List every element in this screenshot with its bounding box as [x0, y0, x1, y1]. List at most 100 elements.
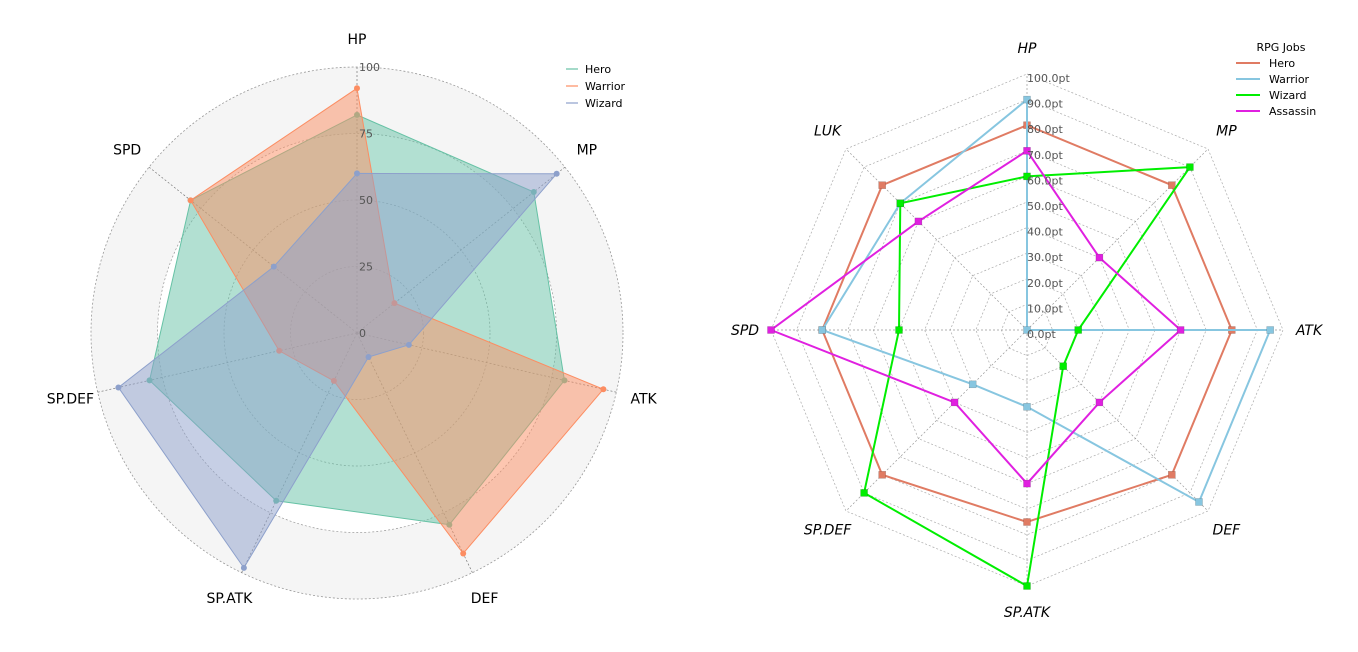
data-point-hero	[1168, 471, 1176, 479]
legend-label-hero: Hero	[585, 63, 611, 76]
radar-chart-right: 0.0pt 10.0pt 20.0pt 30.0pt 40.0pt 50.0pt 60.0p…	[731, 41, 1324, 621]
data-point-warrior	[600, 386, 607, 393]
series-assassin	[767, 147, 1185, 488]
grid-ring	[847, 150, 1207, 510]
radial-tick-label: 0.0pt	[1027, 328, 1056, 341]
data-point-warrior	[1195, 498, 1203, 506]
axis-label-sp-atk: SP.ATK	[207, 591, 254, 607]
data-point-hero	[1023, 518, 1031, 526]
radial-tick-label: 100.0pt	[1027, 72, 1070, 85]
grid-ring	[924, 227, 1130, 433]
legend-label-assassin: Assassin	[1269, 105, 1316, 118]
data-point-wizard	[896, 199, 905, 208]
data-point-wizard	[405, 341, 412, 348]
radial-tick-label: 30.0pt	[1027, 251, 1063, 264]
data-point-wizard	[1186, 163, 1194, 171]
data-point-assassin	[1023, 479, 1031, 488]
radial-tick-label: 70.0pt	[1027, 149, 1063, 162]
axis-label-def: DEF	[1213, 522, 1242, 538]
data-point-warrior	[354, 85, 360, 92]
series-wizard	[115, 170, 560, 571]
grid-ring	[873, 176, 1181, 484]
legend-label-hero: Hero	[1269, 57, 1295, 70]
legend-left: Hero Warrior Wizard	[566, 63, 626, 110]
radial-tick-label: 0	[359, 327, 366, 340]
series-wizard	[860, 163, 1194, 590]
radial-tick-label: 20.0pt	[1027, 277, 1063, 290]
radar-axis-labels-left: 0 25 50 75 100 HP MP ATK DEF SP.ATK SP.DEF SPD	[47, 32, 658, 607]
data-point-assassin	[950, 398, 959, 407]
data-point-warrior	[1023, 403, 1031, 411]
grid-ring	[975, 278, 1079, 382]
axis-label-spd: SPD	[113, 143, 141, 159]
data-point-wizard	[1023, 582, 1031, 590]
data-point-wizard	[1059, 362, 1067, 370]
grid-spoke	[845, 148, 1028, 331]
axis-label-mp: MP	[1216, 124, 1237, 140]
data-point-wizard	[240, 564, 247, 571]
data-point-assassin	[1095, 398, 1104, 407]
data-point-assassin	[767, 326, 775, 334]
data-point-hero	[1168, 181, 1176, 189]
data-point-wizard	[270, 263, 277, 270]
data-point-wizard	[1023, 172, 1031, 181]
radial-tick-label: 80.0pt	[1027, 123, 1063, 136]
radial-tick-label: 60.0pt	[1027, 174, 1063, 187]
radar-series-left	[115, 85, 607, 571]
axis-label-spd: SPD	[731, 323, 759, 339]
data-point-assassin	[1095, 253, 1104, 262]
data-point-warrior	[818, 326, 826, 334]
data-point-wizard	[860, 489, 868, 497]
axis-label-hp: HP	[1018, 41, 1038, 57]
data-point-wizard	[354, 170, 360, 177]
radial-tick-label: 10.0pt	[1027, 302, 1063, 315]
axis-label-def: DEF	[471, 591, 499, 607]
radial-tick-label: 40.0pt	[1027, 226, 1063, 239]
data-point-assassin	[1023, 147, 1031, 155]
grid-spoke	[845, 329, 1028, 512]
radar-series-right	[767, 95, 1274, 590]
grid-ring	[770, 73, 1284, 587]
series-line-assassin	[768, 149, 1183, 486]
data-point-hero	[878, 471, 886, 479]
axis-label-atk: ATK	[631, 391, 658, 407]
radar-chart-left: 0 25 50 75 100 HP MP ATK DEF SP.ATK SP.DEF SPD Hero…	[47, 32, 658, 607]
legend-right: RPG Jobs Hero Warrior Wizard Assassin	[1236, 41, 1316, 118]
grid-ring	[898, 201, 1156, 459]
radial-tick-label: 50	[359, 194, 373, 207]
axis-label-sp-def: SP.DEF	[47, 391, 94, 407]
radial-tick-label: 75	[359, 128, 373, 141]
data-point-warrior	[460, 550, 467, 557]
legend-title: RPG Jobs	[1257, 41, 1306, 54]
axis-label-sp-def: SP.DEF	[804, 522, 852, 538]
data-point-wizard	[115, 384, 122, 391]
radial-tick-label: 50.0pt	[1027, 200, 1063, 213]
data-point-wizard	[895, 326, 903, 334]
radar-axis-labels-right: 0.0pt 10.0pt 20.0pt 30.0pt 40.0pt 50.0pt 60.0p…	[731, 41, 1324, 621]
data-point-wizard	[365, 353, 372, 360]
radial-tick-label: 25	[359, 261, 373, 274]
series-area-wizard	[117, 172, 558, 569]
data-point-warrior	[187, 197, 194, 204]
radial-tick-label: 90.0pt	[1027, 98, 1063, 111]
axis-label-sp-atk: SP.ATK	[1004, 605, 1052, 621]
axis-label-hp: HP	[348, 32, 367, 48]
data-point-hero	[878, 181, 886, 189]
data-point-warrior	[1023, 326, 1031, 334]
axis-label-atk: ATK	[1295, 323, 1324, 339]
axis-label-luk: LUK	[814, 124, 843, 140]
data-point-assassin	[1176, 326, 1185, 334]
grid-spoke	[1026, 329, 1209, 512]
grid-ring	[796, 99, 1258, 561]
data-point-warrior	[968, 380, 977, 389]
grid-spoke	[1026, 148, 1209, 331]
axis-label-mp: MP	[577, 143, 598, 159]
legend-label-wizard: Wizard	[1269, 89, 1307, 102]
legend-label-warrior: Warrior	[1269, 73, 1310, 86]
legend-label-warrior: Warrior	[585, 80, 626, 93]
data-point-assassin	[914, 217, 923, 226]
data-point-wizard	[553, 170, 560, 177]
legend-label-wizard: Wizard	[585, 97, 623, 110]
data-point-wizard	[1074, 326, 1082, 334]
